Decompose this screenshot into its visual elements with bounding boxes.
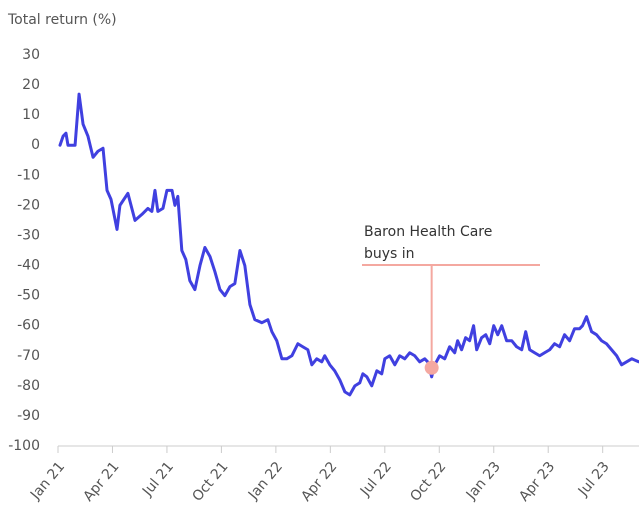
annotation-text: buys in bbox=[364, 246, 415, 262]
x-tick-label: Jan 21 bbox=[27, 459, 68, 504]
x-tick-label: Apr 23 bbox=[516, 459, 558, 505]
y-tick-label: -90 bbox=[17, 408, 40, 424]
y-tick-label: -70 bbox=[17, 348, 40, 364]
y-tick-label: -40 bbox=[17, 258, 40, 274]
y-tick-label: 10 bbox=[22, 107, 40, 123]
x-tick-label: Oct 21 bbox=[189, 459, 231, 505]
annotation-point bbox=[424, 360, 439, 375]
annotation-text: Baron Health Care bbox=[364, 224, 492, 240]
y-tick-label: -60 bbox=[17, 318, 40, 334]
x-tick-label: Jul 23 bbox=[575, 459, 613, 500]
y-tick-label: -80 bbox=[17, 378, 40, 394]
x-tick-label: Jul 21 bbox=[139, 459, 177, 500]
x-tick-label: Oct 22 bbox=[407, 459, 449, 505]
x-tick-label: Jan 22 bbox=[245, 459, 286, 504]
y-tick-label: 0 bbox=[31, 137, 40, 153]
line-series bbox=[58, 92, 639, 397]
chart-title: Total return (%) bbox=[7, 12, 117, 28]
x-tick-label: Apr 21 bbox=[80, 459, 122, 505]
y-tick-label: -100 bbox=[8, 438, 40, 454]
y-tick-label: -20 bbox=[17, 197, 40, 213]
y-tick-label: 30 bbox=[22, 47, 40, 63]
x-tick-label: Jul 22 bbox=[357, 459, 395, 500]
x-tick-label: Apr 22 bbox=[298, 459, 340, 505]
y-tick-label: -50 bbox=[17, 288, 40, 304]
y-tick-label: 20 bbox=[22, 77, 40, 93]
y-tick-label: -30 bbox=[17, 227, 40, 243]
x-tick-label: Jan 23 bbox=[463, 459, 504, 504]
y-tick-label: -10 bbox=[17, 167, 40, 183]
